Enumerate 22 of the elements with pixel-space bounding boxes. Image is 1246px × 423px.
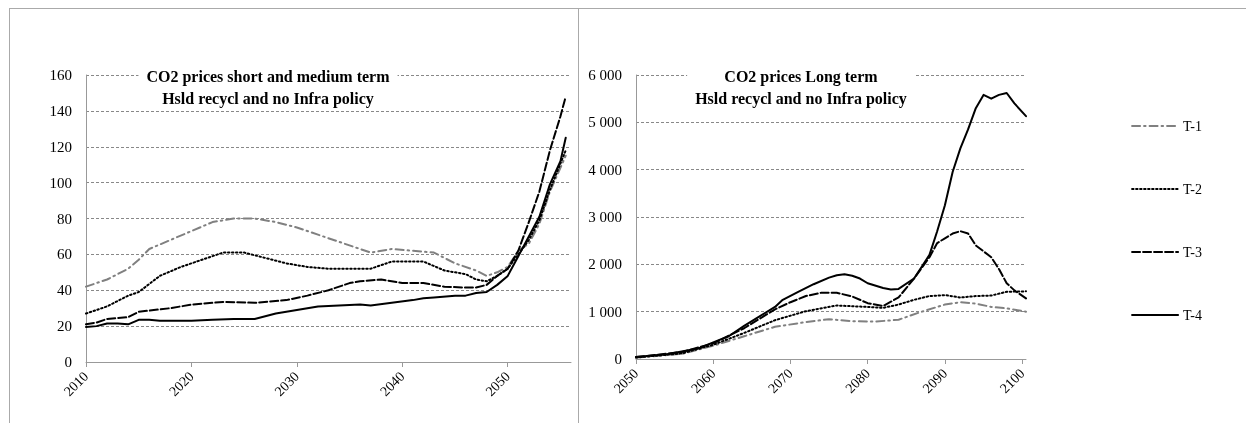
chart-title: CO2 prices short and medium term Hsld recycl and no Infra policy <box>146 67 391 108</box>
chart-title: CO2 prices Long term Hsld recycl and no Infra policy <box>695 67 907 108</box>
y-tick-label: 20 <box>57 318 72 335</box>
y-tick-label: 100 <box>49 174 72 191</box>
y-tick-label: 2 000 <box>588 256 622 273</box>
legend-label: T-3 <box>1183 244 1203 260</box>
y-tick-label: 4 000 <box>588 161 622 178</box>
y-tick-label: 120 <box>49 138 72 155</box>
legend-label: T-1 <box>1183 118 1203 134</box>
y-tick-label: 1 000 <box>588 303 622 320</box>
y-tick-label: 6 000 <box>588 67 622 83</box>
y-tick-label: 5 000 <box>588 114 622 131</box>
y-tick-label: 3 000 <box>588 209 622 225</box>
legend-label: T-2 <box>1183 181 1203 197</box>
y-tick-label: 40 <box>57 282 72 299</box>
y-tick-label: 0 <box>64 354 72 370</box>
legend-label: T-4 <box>1183 307 1203 323</box>
y-tick-label: 80 <box>57 210 72 227</box>
y-tick-label: 160 <box>49 67 72 83</box>
y-tick-label: 140 <box>49 102 72 119</box>
y-tick-label: 0 <box>614 351 622 367</box>
y-tick-label: 60 <box>57 246 72 263</box>
